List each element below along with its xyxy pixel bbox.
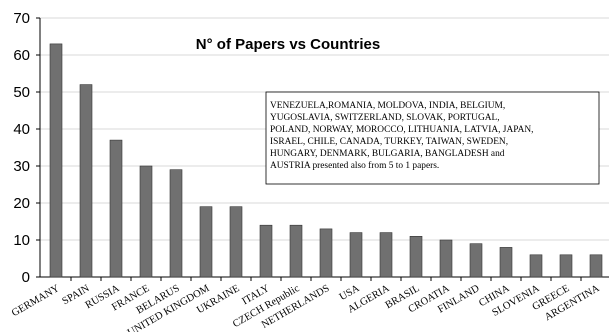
y-tick-label: 20 xyxy=(13,195,30,212)
bar xyxy=(559,254,573,278)
annotation-line: POLAND, NORWAY, MOROCCO, LITHUANIA, LATV… xyxy=(270,125,533,135)
bar xyxy=(379,232,393,278)
bar xyxy=(349,232,363,278)
bar xyxy=(409,236,423,278)
annotation-line: VENEZUELA,ROMANIA, MOLDOVA, INDIA, BELGI… xyxy=(270,101,505,111)
annotation-text: VENEZUELA,ROMANIA, MOLDOVA, INDIA, BELGI… xyxy=(270,101,533,171)
bar xyxy=(259,224,273,278)
y-tick-label: 70 xyxy=(13,10,30,27)
bar xyxy=(139,165,153,278)
y-tick-label: 10 xyxy=(13,232,30,249)
chart-title: N° of Papers vs Countries xyxy=(196,36,380,53)
bars xyxy=(49,43,603,278)
y-tick-label: 50 xyxy=(13,84,30,101)
y-tick-label: 0 xyxy=(22,269,30,286)
bar xyxy=(169,169,183,278)
y-tick-label: 30 xyxy=(13,158,30,175)
bar xyxy=(499,247,513,278)
annotation-line: YUGOSLAVIA, SWITZERLAND, SLOVAK, PORTUGA… xyxy=(270,113,500,123)
bar xyxy=(49,43,63,278)
bar xyxy=(529,254,543,278)
x-tick-label: GERMANY xyxy=(10,283,62,319)
bar xyxy=(469,243,483,278)
y-tick-label: 40 xyxy=(13,121,30,138)
bar xyxy=(199,206,213,278)
bar xyxy=(319,228,333,278)
annotation-line: HUNGARY, DENMARK, BULGARIA, BANGLADESH a… xyxy=(270,149,505,159)
y-tick-label: 60 xyxy=(13,47,30,64)
bar xyxy=(589,254,603,278)
bar xyxy=(289,224,303,278)
bar xyxy=(229,206,243,278)
annotation-box xyxy=(265,91,600,185)
annotation-line: ISRAEL, CHILE, CANADA, TURKEY, TAIWAN, S… xyxy=(270,137,508,147)
bar xyxy=(109,139,123,278)
bar xyxy=(439,239,453,278)
annotation-line: AUSTRIA presented also from 5 to 1 paper… xyxy=(270,160,439,171)
y-tick-labels: 0 10 20 30 40 50 60 70 xyxy=(13,10,40,286)
bar xyxy=(79,84,93,278)
